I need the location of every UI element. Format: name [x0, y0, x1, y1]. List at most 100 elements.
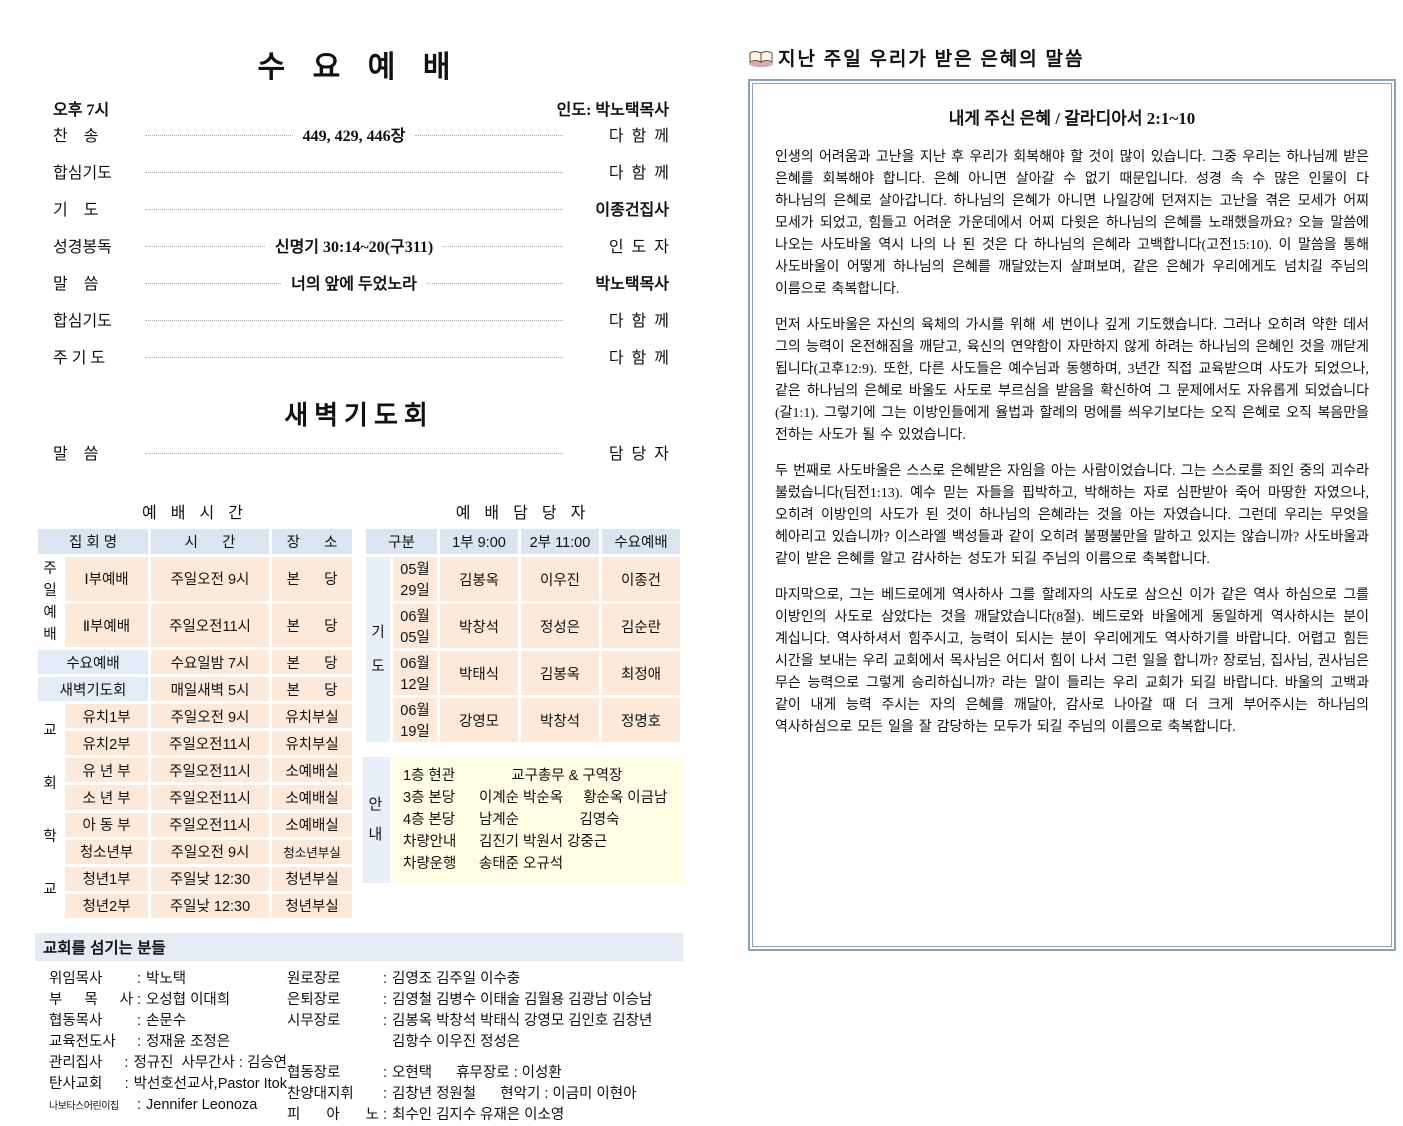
service-topline: 오후 7시 인도: 박노택목사 — [35, 96, 683, 122]
guide-label-text: 차량안내 — [403, 834, 457, 850]
sermon-paragraph: 두 번째로 사도바울은 스스로 은혜받은 자임을 아는 사람이었습니다. 그는 … — [775, 464, 1369, 567]
order-row-dawn-sermon: 말 씀 담 당 자 — [35, 440, 683, 477]
dotted-leader — [426, 283, 564, 284]
guide-value: 이계순 박순옥 황순옥 이금남 — [479, 790, 668, 806]
meeting-place: 소예배실 — [272, 812, 352, 837]
staff-line: 협동목사: 손문수 — [49, 1011, 287, 1032]
duty-date: 06월05일 — [393, 604, 437, 648]
meeting-name: 유치1부 — [65, 704, 148, 729]
order-row-prayer: 기 도 이종건집사 — [35, 196, 683, 233]
right-page: 지난 주일 우리가 받은 은혜의 말씀 내게 주신 은혜 / 갈라디아서 2:1… — [748, 44, 1396, 951]
group-label-church-school: 교회학교 — [38, 704, 62, 918]
separator: : — [383, 1107, 388, 1123]
duty-name: 김봉옥 — [440, 557, 518, 601]
separator: : — [383, 1086, 388, 1102]
meeting-time: 주일오전11시 — [151, 731, 269, 756]
guide-value: 김진기 박원서 강중근 — [479, 834, 608, 850]
dotted-leader — [145, 357, 563, 358]
staff-names: 김영철 김병수 이태술 김월용 김광남 이승남 — [392, 992, 653, 1008]
meeting-place: 청년부실 — [272, 893, 352, 918]
duty-date: 06월19일 — [393, 698, 437, 742]
staff-columns: 위임목사: 박노택 부 목 사: 오성협 이대희 협동목사: 손문수 교육전도사: 정재… — [35, 969, 683, 1126]
staff-role: 협동장로 — [287, 1065, 341, 1081]
bulletin-page: { "colors": { "header_blue": "#dbe5f1", … — [35, 44, 1396, 1123]
sermon-paragraph: 먼저 사도바울은 자신의 육체의 가시를 위해 세 번이나 깊게 기도했습니다.… — [775, 318, 1369, 443]
separator: : — [137, 971, 142, 987]
staff-line: 부 목 사: 오성협 이대희 — [49, 990, 287, 1011]
staff-role: 찬양대지휘 — [287, 1086, 354, 1102]
dotted-leader — [145, 209, 563, 210]
meeting-time: 주일오전 9시 — [151, 557, 269, 601]
guide-body: 1층 현관 교구총무 & 구역장 3층 본당 이계순 박순옥 황순옥 이금남 4… — [393, 757, 683, 883]
order-row-lords-prayer: 주 기 도 다 함 께 — [35, 344, 683, 381]
worship-times-table: 집 회 명 시 간 장 소 주일예배 Ⅰ부예배 주일오전 9시 본 당 Ⅱ부예배… — [35, 526, 355, 921]
staff-line: 은퇴장로: 김영철 김병수 이태술 김월용 김광남 이승남 — [287, 990, 683, 1011]
meeting-place: 유치부실 — [272, 704, 352, 729]
meeting-time: 주일오전 9시 — [151, 704, 269, 729]
meeting-place: 본 당 — [272, 650, 352, 674]
meeting-time: 주일오전11시 — [151, 603, 269, 647]
duty-name: 정성은 — [521, 604, 599, 648]
duty-name: 박태식 — [440, 651, 518, 695]
order-value: 너의 앞에 두었노라 — [291, 276, 417, 293]
meeting-name: 소 년 부 — [65, 785, 148, 810]
staff-role: 은퇴장로 — [287, 992, 341, 1008]
group-label-prayer: 기도 — [366, 557, 390, 742]
staff-names: 오현택 휴무장로 : 이성환 — [392, 1065, 562, 1081]
staff-left-column: 위임목사: 박노택 부 목 사: 오성협 이대희 협동목사: 손문수 교육전도사: 정재… — [35, 969, 287, 1126]
grace-message-header: 지난 주일 우리가 받은 은혜의 말씀 — [748, 44, 1396, 71]
worship-duty-table: 구분 1부 9:00 2부 11:00 수요예배 기도 05월29일 김봉옥 이… — [363, 526, 683, 745]
meeting-name: 수요예배 — [38, 650, 148, 674]
staff-role: 시무장로 — [287, 1013, 341, 1029]
staff-names: 정규진 사무간사 : 김승연 — [133, 1055, 287, 1071]
dotted-leader — [145, 172, 563, 173]
dotted-leader — [145, 320, 563, 321]
meeting-time: 주일오전 9시 — [151, 839, 269, 864]
staff-names: 박노택 — [146, 971, 187, 987]
duty-name: 정명호 — [602, 698, 680, 742]
dotted-leader — [145, 283, 282, 284]
staff-names: 오성협 이대희 — [146, 992, 231, 1008]
meeting-time: 주일오전11시 — [151, 785, 269, 810]
duty-name: 최정애 — [602, 651, 680, 695]
order-assignee: 박노택목사 — [595, 276, 670, 293]
wednesday-service-title: 수 요 예 배 — [257, 51, 461, 84]
meeting-time: 주일낮 12:30 — [151, 893, 269, 918]
order-row-united-prayer: 합심기도 다 함 께 — [35, 159, 683, 196]
worship-duty-title: 예 배 담 당 자 — [455, 505, 591, 522]
staff-line: 교육전도사: 정재윤 조정은 — [49, 1032, 287, 1053]
left-page: 수 요 예 배 오후 7시 인도: 박노택목사 찬 송 449, 429, 44… — [35, 42, 683, 1126]
meeting-name: 유 년 부 — [65, 758, 148, 783]
staff-role: 교육전도사 — [49, 1034, 116, 1050]
staff-names: 손문수 — [146, 1013, 187, 1029]
separator: : — [383, 1065, 388, 1081]
meeting-name: 유치2부 — [65, 731, 148, 756]
order-assignee: 다 함 께 — [608, 313, 669, 330]
staff-right-column: 원로장로: 김영조 김주일 이수충 은퇴장로: 김영철 김병수 이태술 김월용 김광… — [287, 969, 683, 1126]
staff-line: 피 아 노: 최수인 김지수 유재은 이소영 — [287, 1105, 683, 1126]
separator: : — [383, 992, 388, 1008]
order-assignee: 이종건집사 — [595, 202, 669, 219]
order-label: 기 도 — [53, 202, 99, 219]
staff-role: 탄사교회 — [49, 1076, 103, 1092]
separator: : — [137, 1097, 142, 1113]
order-label: 합심기도 — [53, 165, 112, 182]
service-leader: 인도: 박노택목사 — [556, 102, 669, 119]
separator: : — [137, 992, 142, 1008]
group-label-sunday-worship: 주일예배 — [38, 557, 62, 647]
sermon-box: 내게 주신 은혜 / 갈라디아서 2:1~10 인생의 어려움과 고난을 지난 … — [748, 79, 1396, 951]
guide-row: 4층 본당 남계순 김영숙 — [403, 809, 673, 831]
separator: : — [383, 1013, 388, 1029]
staff-role: 나보타스어린이집 — [49, 1101, 119, 1112]
staff-names: Jennifer Leonoza — [146, 1097, 258, 1113]
meeting-time: 수요일밤 7시 — [151, 650, 269, 674]
dotted-leader — [415, 135, 564, 136]
order-value: 신명기 30:14~20(구311) — [274, 239, 434, 256]
col-header-second-service: 2부 11:00 — [521, 529, 599, 554]
meeting-name: 아 동 부 — [65, 812, 148, 837]
order-assignee: 담 당 자 — [608, 446, 669, 463]
duty-name: 강영모 — [440, 698, 518, 742]
duty-name: 김봉옥 — [521, 651, 599, 695]
guide-block: 안내 1층 현관 교구총무 & 구역장 3층 본당 이계순 박순옥 황순옥 이금… — [363, 757, 683, 883]
col-header-time: 시 간 — [151, 529, 269, 554]
